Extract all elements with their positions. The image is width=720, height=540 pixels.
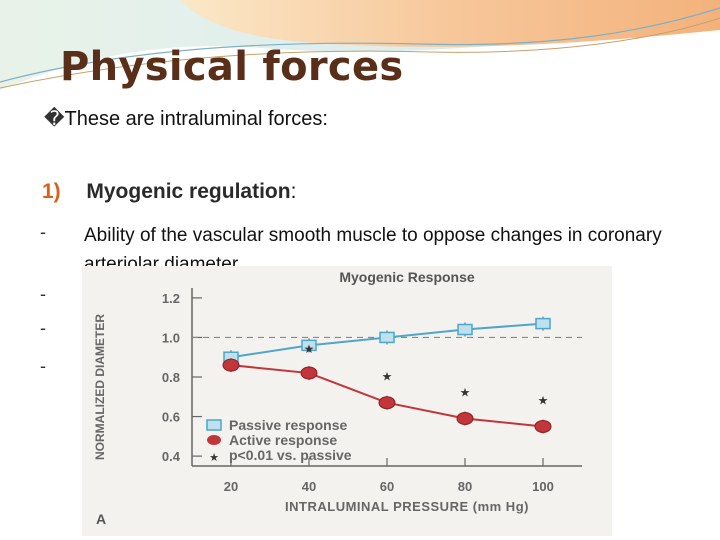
item-heading: Myogenic regulation <box>86 180 291 203</box>
intro-text: These are intraluminal forces: <box>64 108 328 130</box>
legend-significance-label: p<0.01 vs. passive <box>229 447 352 463</box>
active-point <box>300 366 318 380</box>
bullet-icon: � <box>44 108 65 130</box>
active-point <box>456 412 474 426</box>
dash-marker: - <box>40 222 46 242</box>
dash-marker: - <box>40 318 46 338</box>
legend-active-label: Active response <box>229 432 337 448</box>
item-colon: : <box>290 180 297 203</box>
significance-marker: ★ <box>382 370 393 384</box>
myogenic-response-chart: Myogenic Response 1.2 1.0 0.8 0.6 0.4 20 40 60 80… <box>82 266 612 536</box>
slide-title: Physical forces <box>60 44 404 90</box>
chart-background <box>82 266 612 536</box>
active-point <box>222 358 240 372</box>
intro-line: �These are intraluminal forces: <box>44 106 328 131</box>
significance-marker: ★ <box>304 342 315 356</box>
passive-point <box>379 331 395 344</box>
passive-point <box>457 323 473 336</box>
x-tick-label: 60 <box>380 479 394 494</box>
passive-point <box>535 317 551 330</box>
panel-label: A <box>96 511 106 527</box>
legend-active-swatch <box>207 435 221 445</box>
x-tick-label: 80 <box>458 479 472 494</box>
item-number: 1) <box>42 180 61 203</box>
x-tick-label: 20 <box>224 479 238 494</box>
significance-marker: ★ <box>460 386 471 400</box>
y-axis-label: NORMALIZED DIAMETER <box>93 314 107 460</box>
significance-marker: ★ <box>538 393 549 407</box>
y-tick-label: 0.4 <box>162 449 181 464</box>
active-point <box>534 419 552 433</box>
active-point <box>378 396 396 410</box>
legend-passive-label: Passive response <box>229 417 348 433</box>
passive-point <box>301 339 317 352</box>
x-tick-label: 100 <box>532 479 554 494</box>
x-axis-label: INTRALUMINAL PRESSURE (mm Hg) <box>285 499 529 514</box>
legend-passive-swatch <box>206 419 222 431</box>
y-tick-label: 0.8 <box>162 370 180 385</box>
dash-marker: - <box>40 284 46 304</box>
y-tick-label: 1.2 <box>162 291 180 306</box>
item-heading-line: 1) Myogenic regulation: <box>42 180 296 204</box>
y-tick-label: 1.0 <box>162 330 180 345</box>
legend-significance-swatch: ★ <box>209 452 219 464</box>
decorative-banner <box>0 0 720 90</box>
x-tick-label: 40 <box>302 479 316 494</box>
y-tick-label: 0.6 <box>162 410 180 425</box>
chart-title: Myogenic Response <box>339 269 475 285</box>
dash-marker: - <box>40 356 46 376</box>
